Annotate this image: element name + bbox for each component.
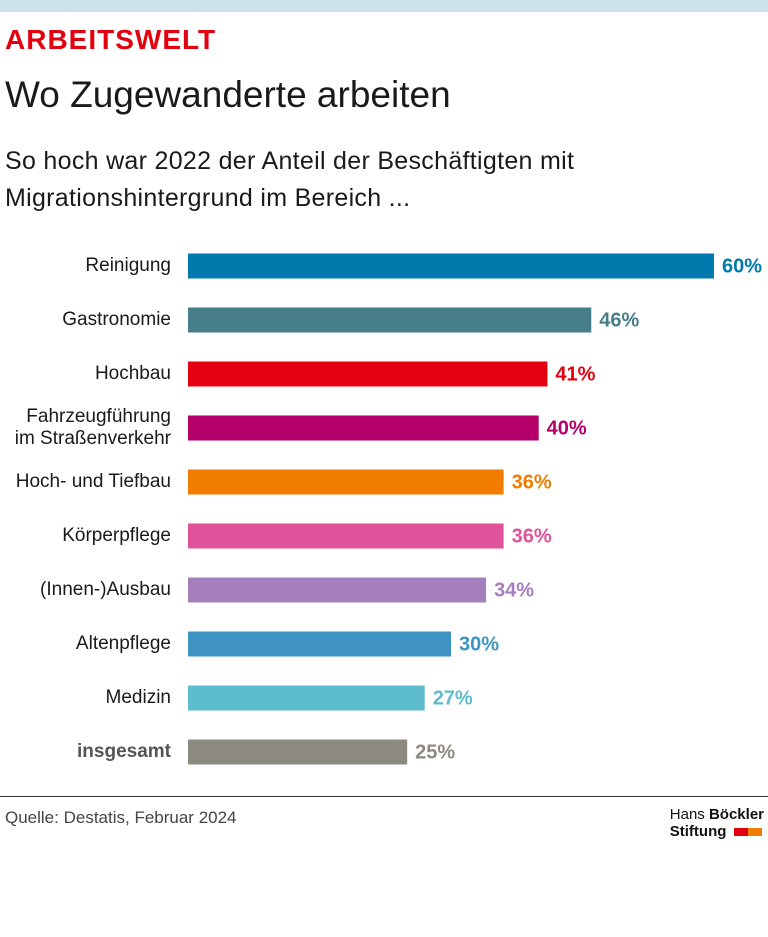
logo-text: Hans [669,806,705,823]
value-label: 41% [555,363,595,385]
category-label: Fahrzeugführung im Straßenverkehr [14,406,171,449]
category-label: Reinigung [85,255,171,276]
category-label: Körperpflege [62,525,171,546]
bar [188,739,408,765]
logo-mark [747,828,762,836]
value-label: 36% [512,471,552,493]
top-band [0,0,768,12]
category-label: Hochbau [94,363,171,384]
logo-text: Stiftung [669,823,727,840]
category-label: (Innen-)Ausbau [40,579,171,600]
bar [188,523,504,549]
source: Quelle: Destatis, Februar 2024 [5,808,237,827]
value-label: 40% [547,417,587,439]
value-label: 25% [415,741,455,763]
bar [188,631,451,657]
logo: Hans Böckler Stiftung [670,806,764,840]
bar [188,469,504,495]
bar [188,577,487,603]
value-label: 34% [494,579,534,601]
logo-text: Böckler [708,806,764,823]
value-label: 36% [512,525,552,547]
category-label: Altenpflege [75,633,171,654]
footer-rule [0,796,768,797]
kicker: ARBEITSWELT [5,24,217,55]
chart-title: Wo Zugewanderte arbeiten [5,74,451,115]
category-label: Hoch- und Tiefbau [15,471,171,492]
category-label: Medizin [105,687,171,708]
bar [188,415,539,441]
bar [188,685,425,711]
value-label: 46% [599,309,639,331]
subtitle: So hoch war 2022 der Anteil der Beschäft… [5,147,575,212]
logo-mark [733,828,748,836]
bar [188,253,714,279]
category-label: insgesamt [77,741,171,762]
value-label: 60% [722,255,762,277]
value-label: 30% [459,633,499,655]
bar [188,307,592,333]
category-label: Gastronomie [62,309,171,330]
bar [188,361,548,387]
value-label: 27% [433,687,473,709]
